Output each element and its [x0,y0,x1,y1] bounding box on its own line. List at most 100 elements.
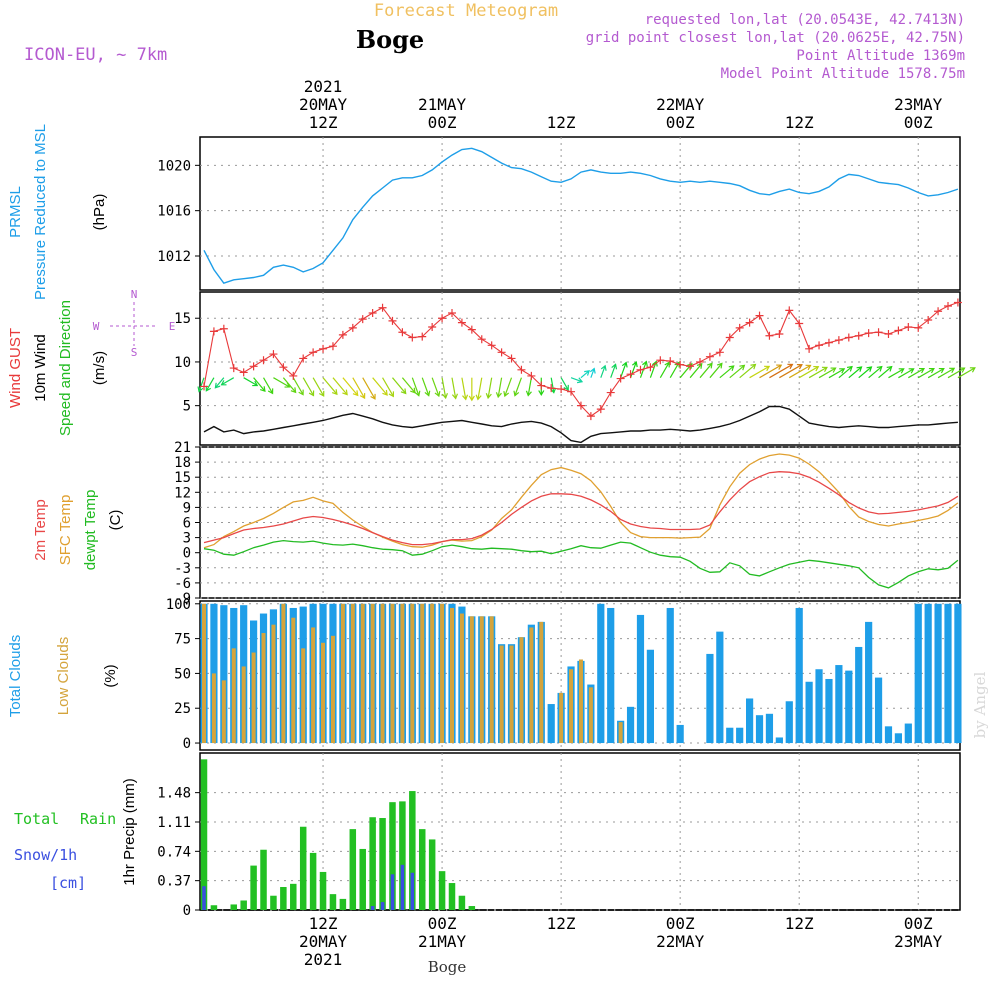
total-cloud-bar [646,649,654,744]
rain-bar [200,759,208,910]
wind-arrow-head [813,365,820,372]
total-cloud-bar [884,726,893,744]
total-cloud-bar [944,603,952,744]
clouds-ytick-label: 25 [174,701,191,717]
rain-bar [379,818,386,910]
wind-arrow [659,362,670,378]
gust-marker [517,365,526,374]
low-cloud-bar [380,603,385,744]
wind-arrow [927,368,945,379]
rain-bar [299,826,307,910]
wind-arrow-head [928,367,935,374]
low-cloud-bar [390,603,395,744]
precip-ytick-label: 0 [183,903,191,919]
bottom-time-label-line: 12Z [547,914,576,933]
gust-marker [269,350,278,359]
wind-arrow-head [576,377,584,384]
compass-n: N [131,288,138,301]
rain-bar [468,906,476,910]
wind-arrow [808,366,828,379]
wind-arrow [788,364,811,379]
low-cloud-bar [489,616,494,744]
rain-bar [409,791,416,910]
total-cloud-bar [904,723,912,744]
rain-bar [438,871,446,910]
temp-2m-label: 2m Temp [32,499,49,560]
wind-ytick-label: 15 [174,311,191,327]
total-label: Total [14,810,59,828]
gust-marker [497,348,506,357]
bottom-time-label-line: 00Z [904,914,933,933]
sfc-temp-line [203,453,959,549]
total-clouds-label: Total Clouds [7,635,24,718]
wind-arrow [759,364,782,379]
low-cloud-bar [400,603,405,744]
footer-location: Boge [428,958,467,976]
low-cloud-bar [231,648,236,744]
gust-marker [388,316,397,325]
wind-arrow-head [424,390,431,397]
requested-coords: requested lon,lat (20.0543E, 42.7413N) [645,12,965,28]
wind-arrow-head [205,385,212,392]
wind-axis-labels: Wind GUST 10m Wind Speed and Direction (… [7,288,175,436]
wind-arrow [441,377,447,399]
rain-bar [399,801,406,910]
wind-arrow-head [485,393,492,400]
low-cloud-bar [291,617,296,744]
wind-arrow [392,377,407,394]
precip-frame [199,752,961,911]
rain-bar [428,839,436,910]
wind-arrow-head [284,382,291,388]
gust-marker [200,382,208,391]
total-cloud-bar [746,698,754,744]
compass-s: S [131,346,138,359]
celsius-unit-label: (C) [107,510,124,531]
wind-10m-label: 10m Wind [32,334,49,402]
low-cloud-bar [321,642,326,744]
low-cloud-bar [410,603,415,744]
gust-marker [289,371,298,380]
gust-marker [656,356,665,365]
low-cloud-bar [261,633,266,744]
wind-arrow-head [959,367,966,373]
wind-arrow [818,367,836,379]
gust-marker [428,322,437,331]
wind-arrow [888,368,905,379]
wind-arrow [729,364,745,379]
precip-unit-label: 1hr Precip (mm) [121,778,138,886]
total-cloud-bar [835,665,843,744]
clouds-ytick-label: 0 [183,736,191,752]
temperature-ytick-label: 18 [174,455,191,471]
wind-arrow-head [805,364,812,371]
dewpt-line [203,539,959,589]
rain-bar [230,904,238,910]
low-cloud-bar [539,621,544,744]
gust-marker [914,323,923,332]
gust-marker [358,315,367,324]
wind-arrow [332,377,348,395]
total-cloud-bar [825,678,833,744]
temperature-ytick-label: 15 [174,470,191,486]
gust-marker [815,341,824,350]
model-altitude: Model Point Altitude 1578.75m [721,66,965,82]
low-cloud-bar [202,603,206,744]
gust-marker [249,362,258,371]
total-cloud-bar [894,733,902,744]
low-cloud-bar [588,687,593,744]
wind-arrow-head [370,393,376,400]
wind-arrow [312,377,325,397]
wind-arrow [342,377,359,396]
wind-arrow-head [197,386,204,393]
wind-arrow [431,377,440,397]
pressure-panel [199,136,961,291]
gust-marker [309,348,318,357]
top-time-label-line: 23MAY [894,95,943,114]
low-cloud-bar [450,607,454,744]
wind-arrow [514,377,523,396]
gust-marker [418,332,427,341]
low-cloud-bar [559,692,564,744]
gust-marker [219,324,228,333]
gust-marker [725,333,734,342]
total-cloud-bar [716,631,724,744]
wind-arrow [292,377,304,395]
